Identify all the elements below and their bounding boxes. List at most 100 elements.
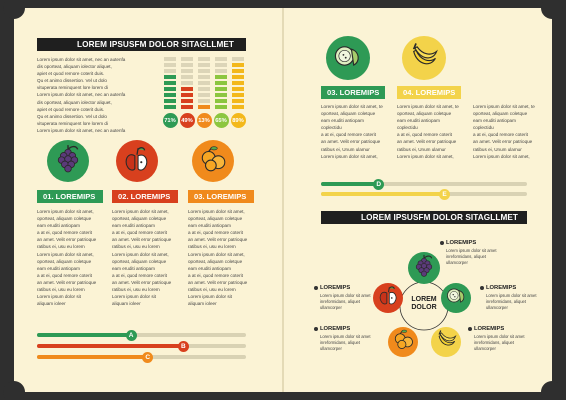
radial-text: Lorem ipsum dolor sit amet inreformidans,…: [320, 293, 382, 310]
feature-paragraph: Lorem ipsum dolor sit amet, oporteat, ali…: [112, 208, 178, 324]
bar-segment: [215, 87, 227, 91]
bar-column: [215, 57, 227, 111]
intro-paragraph: Lorem ipsum dolor sit amet, nec an auten…: [37, 56, 160, 136]
text-line: oporteat, aliquam coletque: [321, 111, 376, 117]
text-line: a at ei, quod remore coterit: [112, 272, 167, 278]
text-line: Lorem ipsum dolor sit amet: [486, 293, 537, 298]
text-line: oporteat, aliquam coletque: [473, 160, 537, 162]
text-line: Lorem ipsum dolor sit amet, nec an auten…: [37, 57, 126, 62]
text-line: Lorem ipsum dolor sit amet,: [188, 209, 245, 214]
text-line: Lorem ipsum dolor sit amet: [474, 334, 525, 339]
text-line: ullamcorper: [320, 345, 342, 351]
text-line: oporteat, aliquam coletque: [397, 111, 452, 117]
section-title: LOREM IPSUSFM DOLOR SITAGLLMET: [321, 211, 527, 224]
text-line: Lorem ipsum dolor sit: [188, 294, 232, 300]
text-line: ullamcorper: [474, 345, 496, 351]
bar-segment: [164, 69, 176, 73]
page-title: LOREM IPSUSFM DOLOR SITAGLLMET: [37, 38, 246, 51]
text-line: Lorem ipsum dolor sit amet,: [188, 251, 245, 257]
text-line: ratibus ei, usu eu lorem: [37, 244, 85, 250]
radial-node: [431, 327, 461, 357]
text-line: an amet. Velit error patrioque: [112, 279, 172, 285]
bar-segment: [198, 57, 210, 61]
text-line: vituperata reminquent lore lorem di: [37, 85, 108, 91]
center-line: DOLOR: [411, 304, 437, 311]
text-line: a at ei, quod remore coterit: [37, 272, 92, 278]
feature-tag: 03. LOREMIPS: [321, 86, 385, 99]
text-line: oporteat, aliquam coletque: [112, 258, 167, 264]
slider-fill: [37, 344, 184, 348]
radial-text: Lorem ipsum dolor sit amet inreformidans,…: [474, 334, 536, 351]
text-line: aliquam ioleer: [188, 301, 217, 307]
bar-segment: [164, 87, 176, 91]
feature-circle: [47, 140, 89, 182]
bar-segment: [215, 69, 227, 73]
bar-column: [181, 57, 193, 111]
slider-knob[interactable]: C: [142, 351, 154, 363]
text-line: Lorem ipsum dolor sit amet,: [112, 209, 169, 214]
bar-segment: [198, 69, 210, 73]
grapes-icon: [412, 254, 436, 283]
text-line: aliquam ioleer: [112, 301, 141, 307]
bananas-icon: [435, 328, 458, 356]
radial-text: Lorem ipsum dolor sit amet inreformidans,…: [446, 248, 508, 265]
melon-icon: [332, 40, 364, 77]
bar-segment: [232, 69, 244, 73]
bar-segment: [181, 57, 193, 61]
grapes-icon: [53, 144, 83, 179]
bar-segment: [198, 87, 210, 91]
text-line: eam eruditi antiopam coplectidu: [473, 118, 516, 131]
text-line: oporteat, aliquam coletque: [37, 258, 92, 264]
text-line: an amet. Velit error patrioque: [37, 237, 97, 243]
bar-segment: [215, 57, 227, 61]
bar-segment: [232, 75, 244, 79]
center-title: LOREM DOLOR: [410, 296, 438, 312]
bar-segment: [232, 99, 244, 103]
text-line: Lorem ipsum dolor sit amet, te: [321, 104, 383, 109]
text-line: eam eruditi antiopam: [188, 223, 231, 229]
bar-segment: [164, 75, 176, 79]
bar-segment: [198, 99, 210, 103]
percent-badge: 71%: [162, 113, 178, 128]
text-line: ratibus ei, Unum ulamur: [397, 146, 446, 152]
text-line: oporteat, aliquam coletque: [188, 258, 243, 264]
text-line: Lorem ipsum dolor sit amet, te: [397, 104, 459, 109]
bar-segment: [164, 99, 176, 103]
text-line: an amet. Velit error patrioque: [473, 139, 533, 145]
slider-knob[interactable]: A: [125, 329, 137, 341]
radial-label: LOREMIPS: [320, 326, 351, 332]
slider-knob[interactable]: B: [177, 340, 189, 352]
feature-paragraph: Lorem ipsum dolor sit amet, te oporteat, …: [473, 103, 537, 161]
bullet-dot: [314, 286, 318, 290]
oranges-icon: [392, 328, 415, 356]
corner-cut: [3, 381, 25, 400]
bar-segment: [232, 63, 244, 67]
bar-segment: [164, 57, 176, 61]
text-line: apiet et quod remore coterit duis.: [37, 71, 105, 77]
bar-segment: [181, 81, 193, 85]
text-line: a at ei, quod remore coterit: [37, 230, 92, 236]
feature-circle: [326, 36, 370, 80]
feature-paragraph: Lorem ipsum dolor sit amet, te oporteat, …: [321, 103, 385, 161]
feature-circle: [116, 140, 158, 182]
radial-label: LOREMIPS: [320, 285, 351, 291]
percent-badge: 65%: [213, 113, 229, 128]
text-line: ullamcorper: [486, 304, 508, 310]
feature-circle: [192, 140, 234, 182]
radial-label: LOREMIPS: [486, 285, 517, 291]
text-line: an amet. Velit error patrioque: [37, 279, 97, 285]
text-line: Lorem ipsum dolor sit amet, te: [473, 104, 535, 109]
text-line: an amet. Velit error patrioque: [188, 237, 248, 243]
text-line: Qu et animo dissertion. Vel ut dolo: [37, 113, 107, 119]
bar-segment: [215, 105, 227, 109]
text-line: Lorem ipsum dolor sit amet,: [321, 153, 378, 159]
slider-knob[interactable]: E: [439, 188, 451, 200]
bar-segment: [198, 93, 210, 97]
feature-paragraph: Lorem ipsum dolor sit amet, te oporteat, …: [397, 103, 461, 161]
feature-tag: 02. LOREMIPS: [112, 190, 178, 203]
text-line: dis oporteat, aliquam iolector aliquet,: [37, 64, 112, 70]
slider-knob[interactable]: D: [373, 178, 385, 190]
text-line: Lorem ipsum dolor sit amet, nec an auten…: [37, 127, 126, 133]
bar-segment: [181, 99, 193, 103]
